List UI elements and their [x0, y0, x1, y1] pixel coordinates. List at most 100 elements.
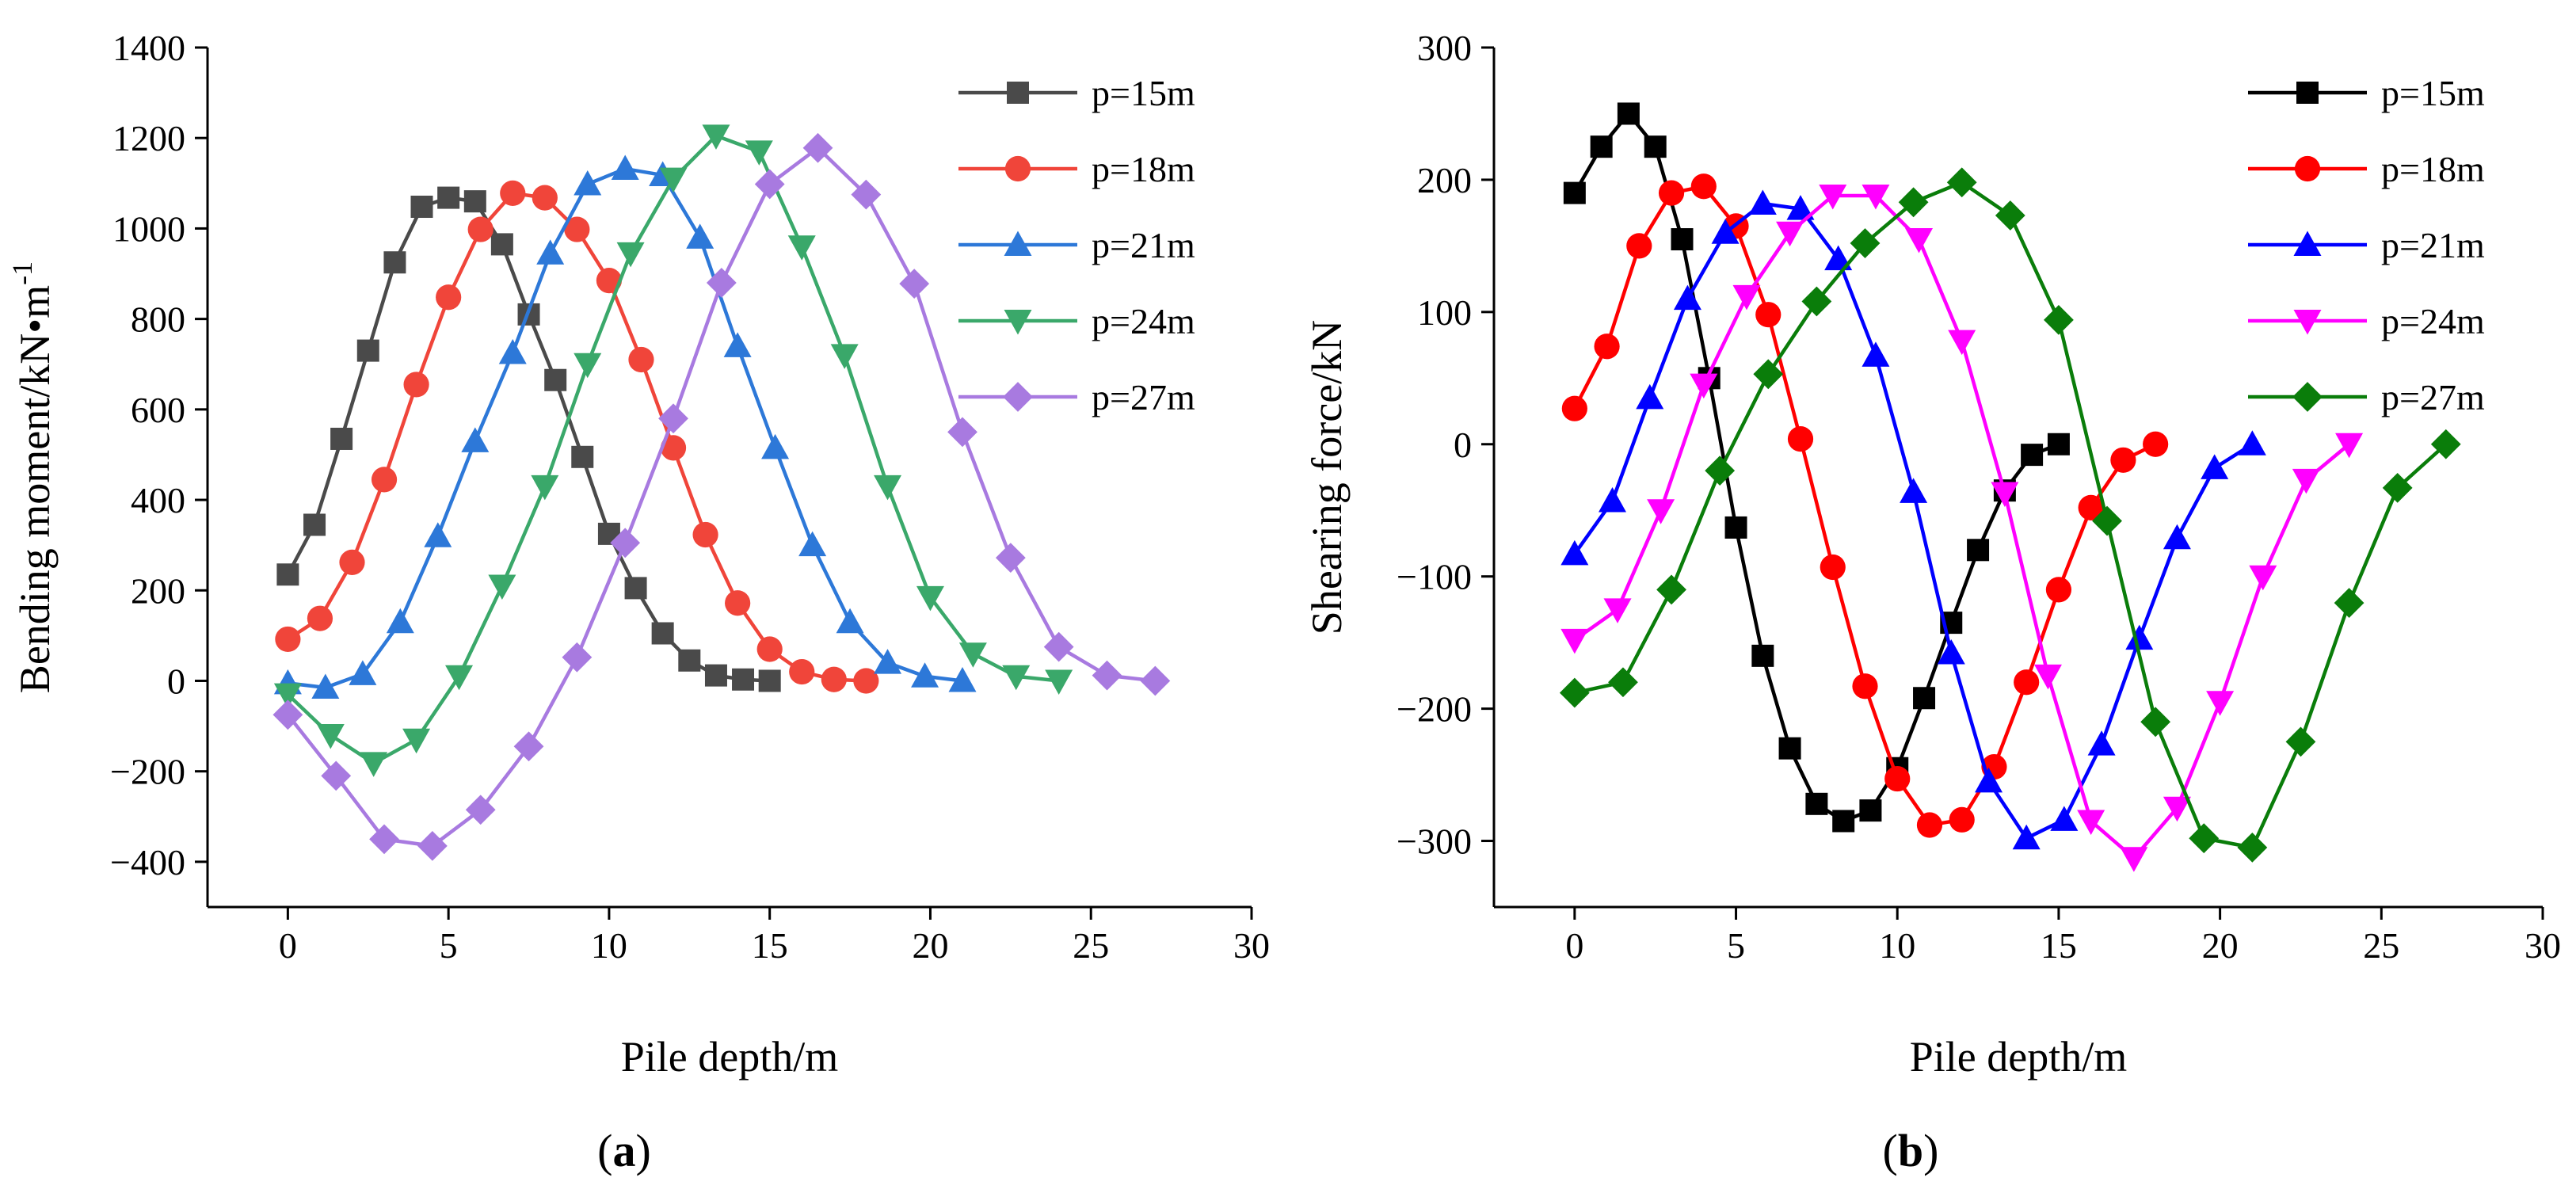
data-point: [349, 660, 377, 685]
series-p=15m: [276, 186, 781, 692]
data-point: [1995, 200, 2025, 231]
data-point: [330, 427, 353, 450]
data-point: [410, 196, 433, 219]
series-line: [1572, 112, 2060, 823]
data-point: [2249, 565, 2277, 591]
data-point: [821, 666, 847, 692]
data-point: [2012, 824, 2041, 850]
legend-label: p=27m: [2381, 377, 2485, 417]
data-point: [463, 190, 486, 213]
data-point: [723, 332, 752, 357]
data-point: [754, 169, 785, 200]
x-axis-label: Pile depth/m: [621, 1033, 838, 1081]
data-point: [1991, 482, 2019, 508]
legend-label: p=15m: [2381, 73, 2485, 113]
legend-entry: p=18m: [2248, 149, 2485, 189]
data-point: [1946, 167, 1977, 198]
data-point: [802, 132, 833, 163]
data-point: [574, 353, 602, 379]
y-tick-label: −400: [110, 842, 185, 882]
x-tick-label: 15: [2041, 925, 2077, 966]
series-p=27m: [1559, 167, 2461, 863]
panel-label-open: (: [1883, 1125, 1898, 1176]
chart-panel-b: 0 5 10 15 20 25 30 −300 −200 −100 0 100 200 300 Pile d…: [1303, 28, 2561, 1176]
data-point: [1884, 765, 1911, 792]
x-tick-label: 30: [2525, 925, 2561, 966]
data-point: [532, 185, 558, 211]
series-p=15m: [1563, 102, 2070, 833]
legend-label: p=15m: [1092, 73, 1195, 113]
data-point: [1805, 792, 1828, 815]
data-point: [1603, 598, 1632, 623]
panel-label: (a): [597, 1125, 651, 1176]
legend-label: p=24m: [1092, 301, 1195, 341]
data-point: [1916, 812, 1943, 838]
legend-entry: p=24m: [958, 301, 1195, 341]
data-point: [651, 622, 674, 645]
legend-label: p=18m: [2381, 149, 2485, 189]
data-point: [2382, 472, 2413, 503]
data-point: [303, 513, 326, 536]
data-point: [1658, 180, 1685, 206]
data-point: [1724, 516, 1747, 539]
data-point: [758, 669, 781, 692]
data-point: [488, 574, 516, 600]
legend-marker: [1004, 155, 1031, 182]
data-point: [678, 649, 701, 672]
data-point: [513, 731, 544, 762]
data-point: [436, 284, 462, 311]
data-point: [1862, 184, 1890, 210]
data-point: [1852, 673, 1878, 699]
data-point: [1832, 810, 1855, 833]
data-point: [1140, 665, 1171, 696]
x-tick-label: 20: [912, 925, 948, 966]
data-point: [851, 179, 882, 210]
data-point: [2077, 810, 2105, 835]
data-point: [1732, 284, 1761, 311]
data-point: [1913, 687, 1936, 710]
x-tick-label: 25: [2363, 925, 2399, 966]
data-point: [756, 636, 783, 662]
data-point: [1644, 135, 1667, 158]
y-tick-label: 1200: [112, 118, 185, 158]
data-point: [789, 658, 815, 685]
legend-marker: [2292, 382, 2323, 412]
data-point: [596, 267, 623, 294]
data-point: [1898, 187, 1929, 218]
data-point: [276, 563, 299, 586]
y-tick-label: −100: [1397, 557, 1472, 597]
x-tick-label: 10: [1879, 925, 1915, 966]
data-point: [1787, 425, 1814, 452]
data-point: [658, 403, 688, 434]
data-point: [2335, 433, 2364, 459]
data-point: [686, 223, 714, 249]
legend-marker: [1004, 231, 1032, 256]
legend-marker: [2293, 310, 2322, 335]
y-axis-label: Bending moment/kN•m-1: [6, 261, 59, 693]
data-point: [2044, 304, 2074, 335]
y-axis-label-text: Shearing force/kN: [1303, 320, 1351, 635]
y-tick-label: 0: [167, 661, 185, 701]
data-point: [1786, 195, 1815, 220]
data-point: [424, 522, 452, 547]
data-point: [1690, 373, 1718, 399]
data-point: [1711, 219, 1740, 244]
data-point: [2163, 524, 2191, 550]
data-point: [1671, 228, 1694, 251]
data-point: [500, 180, 526, 206]
data-point: [948, 666, 977, 692]
data-point: [1755, 302, 1781, 328]
data-point: [916, 585, 944, 612]
data-point: [659, 167, 688, 193]
data-point: [465, 795, 496, 825]
data-point: [445, 665, 474, 691]
data-point: [1748, 189, 1777, 215]
data-point: [1949, 806, 1975, 833]
data-point: [490, 233, 513, 256]
data-point: [2021, 444, 2044, 467]
data-point: [1561, 395, 1587, 421]
legend-entry: p=27m: [958, 377, 1195, 417]
x-tick-label: 25: [1073, 925, 1109, 966]
data-point: [386, 608, 414, 634]
data-point: [311, 673, 340, 699]
